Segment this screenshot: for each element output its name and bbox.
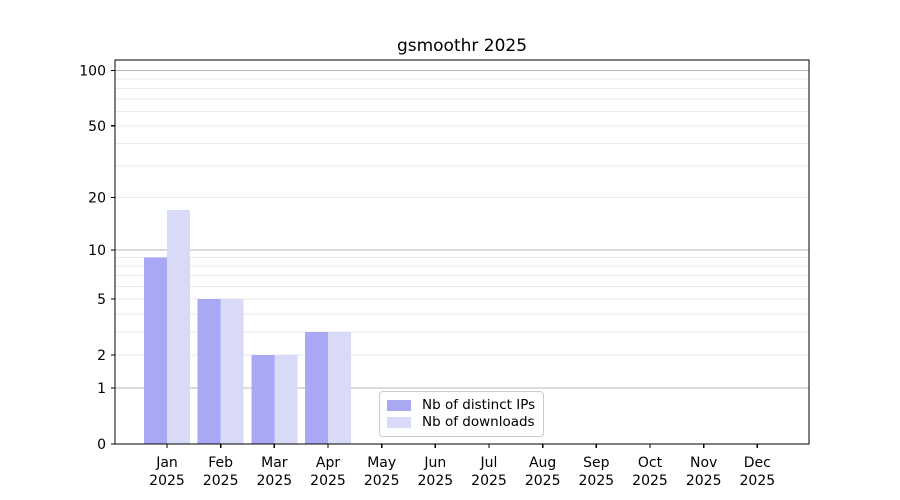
y-tick-label: 10	[88, 243, 106, 259]
x-tick-label-year: 2025	[686, 473, 722, 489]
x-tick-label-year: 2025	[149, 473, 185, 489]
x-tick-label-year: 2025	[203, 473, 239, 489]
x-tick-label-month: Aug	[529, 455, 556, 471]
x-tick-label-year: 2025	[310, 473, 346, 489]
legend-swatch	[387, 417, 411, 429]
y-tick-label: 100	[79, 64, 106, 80]
x-tick-label-month: Nov	[690, 455, 717, 471]
x-tick-label-month: Mar	[261, 455, 288, 471]
bar-nb-of-distinct-ips	[305, 331, 329, 444]
bar-nb-of-distinct-ips	[197, 298, 221, 444]
chart-title: gsmoothr 2025	[396, 36, 528, 56]
y-tick-label: 50	[88, 119, 106, 135]
legend-item: Nb of distinct IPs	[387, 396, 543, 413]
bar-nb-of-downloads	[274, 355, 298, 444]
bar-nb-of-downloads	[328, 331, 352, 444]
legend-swatch	[387, 399, 411, 411]
x-tick-label-month: Apr	[316, 455, 340, 471]
x-tick-label-month: Dec	[744, 455, 771, 471]
y-tick-label: 5	[97, 292, 106, 308]
x-tick-label-year: 2025	[579, 473, 615, 489]
bar-nb-of-downloads	[220, 298, 244, 444]
x-tick-label-year: 2025	[525, 473, 561, 489]
x-tick-label-year: 2025	[632, 473, 668, 489]
x-tick-label-month: Jul	[480, 455, 498, 471]
x-tick-label-month: Feb	[208, 455, 233, 471]
y-tick-label: 20	[88, 191, 106, 207]
bar-nb-of-downloads	[167, 210, 190, 444]
bar-nb-of-distinct-ips	[144, 257, 167, 444]
legend: Nb of distinct IPs Nb of downloads	[379, 391, 544, 437]
y-tick-label: 2	[97, 348, 106, 364]
x-tick-label-month: Jan	[155, 455, 178, 471]
legend-label: Nb of downloads	[422, 414, 535, 430]
x-tick-label-year: 2025	[257, 473, 293, 489]
y-tick-label: 1	[97, 381, 106, 397]
x-tick-label-month: Sep	[583, 455, 610, 471]
x-tick-label-year: 2025	[471, 473, 507, 489]
legend-label: Nb of distinct IPs	[422, 396, 536, 413]
x-tick-label-year: 2025	[418, 473, 454, 489]
y-tick-label: 0	[97, 437, 106, 453]
x-tick-label-year: 2025	[364, 473, 400, 489]
x-tick-label-month: Jun	[423, 455, 446, 471]
x-tick-label-year: 2025	[740, 473, 776, 489]
legend-item: Nb of downloads	[387, 414, 543, 430]
x-tick-label-month: Oct	[638, 455, 663, 471]
x-tick-label-month: May	[367, 455, 396, 471]
axes-spines	[114, 59, 810, 445]
bar-nb-of-distinct-ips	[251, 355, 275, 444]
